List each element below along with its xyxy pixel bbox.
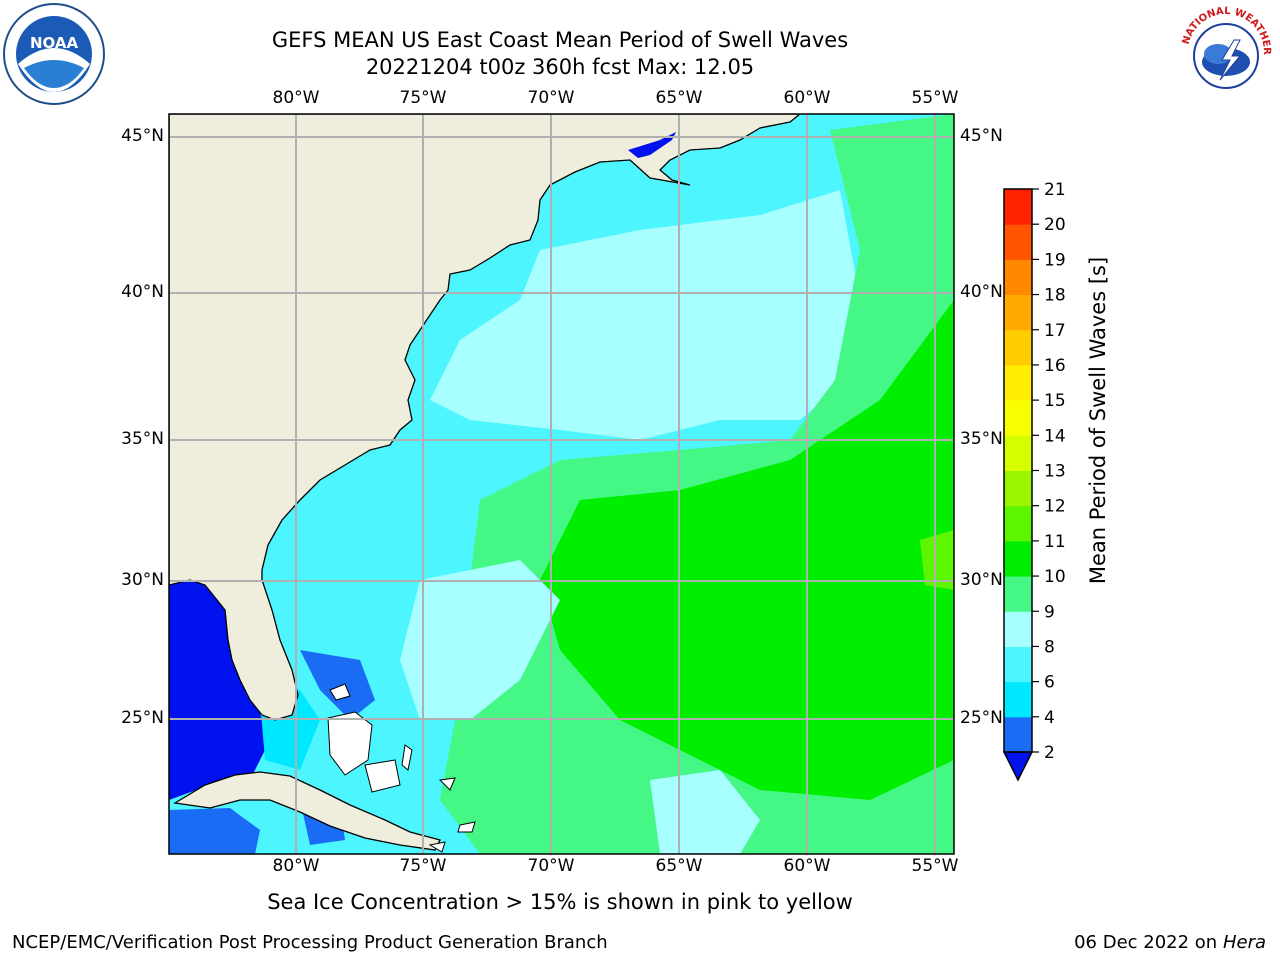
colorbar-tick-label: 19	[1044, 250, 1066, 270]
colorbar-segment	[1004, 189, 1032, 225]
chart-subtitle: 20221204 t00z 360h fcst Max: 12.05	[365, 55, 755, 79]
lon-label-top: 55°W	[911, 88, 959, 108]
field-green-core	[540, 300, 954, 800]
colorbar-label: Mean Period of Swell Waves [s]	[1086, 257, 1110, 584]
swell-field	[169, 114, 954, 854]
colorbar-tick-label: 15	[1044, 391, 1066, 411]
lon-label-top: 70°W	[527, 88, 575, 108]
field-blue-bahamas	[300, 650, 375, 720]
lat-label-left: 45°N	[121, 126, 164, 146]
lat-label-left: 40°N	[121, 282, 164, 302]
colorbar-segment	[1004, 646, 1032, 683]
lon-label-top: 65°W	[655, 88, 703, 108]
colorbar-tick-label: 9	[1044, 602, 1055, 622]
lat-label-left: 35°N	[121, 429, 164, 449]
colorbar-tick-label: 8	[1044, 637, 1055, 657]
colorbar-segment	[1004, 224, 1032, 260]
colorbar-segment	[1004, 294, 1032, 331]
colorbar-tick-label: 6	[1044, 673, 1055, 693]
field-light-cyan-south	[400, 560, 560, 720]
colorbar-segment	[1004, 681, 1032, 718]
field-light-cyan-north	[430, 190, 860, 440]
field-blue-caribbean	[169, 808, 260, 854]
colorbar-tick-label: 20	[1044, 215, 1066, 235]
run-date-text: 06 Dec 2022 on	[1074, 932, 1218, 953]
land-bahamas	[327, 683, 476, 853]
land-cuba	[173, 771, 441, 851]
colorbar-segment	[1004, 329, 1032, 366]
lon-label-bottom: 75°W	[399, 856, 447, 876]
colorbar-tick-label: 18	[1044, 286, 1066, 306]
colorbar-segment	[1004, 505, 1032, 542]
land-north-america	[169, 114, 802, 721]
colorbar-segment	[1004, 611, 1032, 647]
lat-label-right: 30°N	[960, 570, 1003, 590]
lat-label-right: 35°N	[960, 429, 1003, 449]
colorbar-tick-label: 4	[1044, 708, 1055, 728]
svg-text:NOAA: NOAA	[30, 34, 79, 52]
lon-label-bottom: 70°W	[527, 856, 575, 876]
map-frame	[168, 113, 955, 855]
colorbar-segment	[1004, 540, 1032, 577]
chart-title: GEFS MEAN US East Coast Mean Period of S…	[271, 28, 849, 52]
noaa-logo: NOAA	[3, 3, 105, 105]
colorbar-segment	[1004, 576, 1032, 612]
lon-label-bottom: 65°W	[655, 856, 703, 876]
colorbar-tick-label: 12	[1044, 497, 1066, 517]
colorbar-tick-label: 14	[1044, 426, 1066, 446]
colorbar-tick-label: 13	[1044, 462, 1066, 482]
lon-label-top: 75°W	[399, 88, 447, 108]
run-date: 06 Dec 2022 on Hera	[1074, 932, 1266, 953]
colorbar-segment	[1004, 400, 1032, 436]
lat-label-left: 25°N	[121, 708, 164, 728]
colorbar-segment	[1004, 470, 1032, 507]
field-dark-blue-gulf	[169, 580, 270, 800]
credit-text: NCEP/EMC/Verification Post Processing Pr…	[12, 932, 608, 953]
colorbar-segment	[1004, 259, 1032, 296]
colorbar-tick-label: 10	[1044, 567, 1066, 587]
lat-label-right: 25°N	[960, 708, 1003, 728]
lon-label-bottom: 80°W	[272, 856, 320, 876]
lon-label-bottom: 60°W	[783, 856, 831, 876]
colorbar-tick-label: 2	[1044, 743, 1055, 763]
lon-label-top: 80°W	[272, 88, 320, 108]
colorbar-tick-label: 21	[1044, 180, 1066, 200]
lat-label-right: 45°N	[960, 126, 1003, 146]
field-light-cyan-se	[650, 770, 760, 854]
colorbar-tick-label: 11	[1044, 532, 1066, 552]
bay-of-fundy	[628, 132, 676, 158]
field-light-green-patch	[920, 530, 954, 590]
colorbar-tick-label: 17	[1044, 321, 1066, 341]
lat-label-left: 30°N	[121, 570, 164, 590]
colorbar-segment	[1004, 716, 1032, 753]
gridlines	[169, 114, 954, 854]
sea-ice-note: Sea Ice Concentration > 15% is shown in …	[267, 890, 853, 914]
nws-logo: NATIONAL WEATHER SERVICE	[1174, 0, 1276, 102]
machine-name: Hera	[1222, 932, 1266, 953]
lon-label-bottom: 55°W	[911, 856, 959, 876]
lat-label-right: 40°N	[960, 282, 1003, 302]
colorbar-tick-label: 16	[1044, 356, 1066, 376]
lon-label-top: 60°W	[783, 88, 831, 108]
colorbar-segment	[1004, 364, 1032, 401]
colorbar-under-triangle	[1002, 751, 1034, 782]
colorbar-segment	[1004, 435, 1032, 471]
